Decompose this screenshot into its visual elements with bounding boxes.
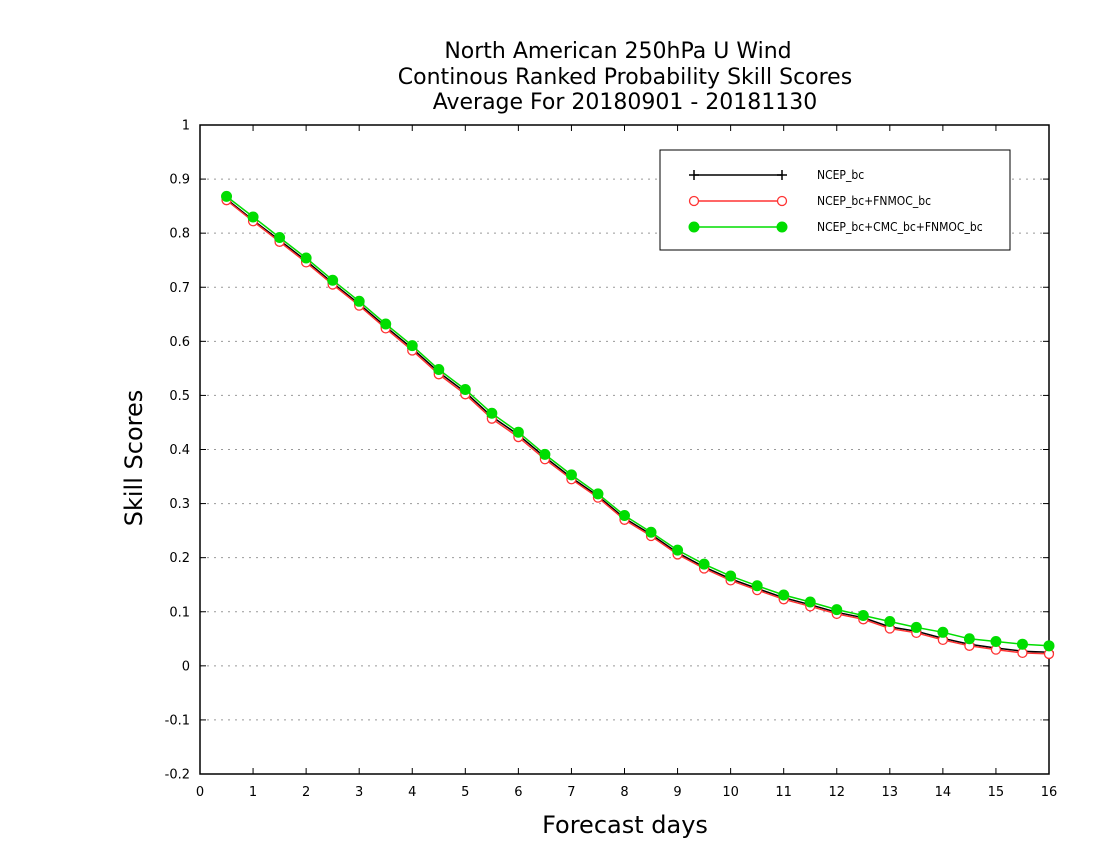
x-tick-label: 12 [828, 785, 845, 800]
x-tick-label: 5 [461, 785, 469, 800]
data-point [831, 604, 843, 616]
chart-title-line-2: Continous Ranked Probability Skill Score… [398, 65, 852, 90]
y-tick-label: -0.1 [165, 713, 190, 728]
y-tick-label: 0.6 [169, 335, 190, 350]
x-tick-label: 1 [249, 785, 257, 800]
legend-label: NCEP_bc [817, 168, 864, 182]
y-tick-label: 0.3 [169, 497, 190, 512]
data-point [1017, 647, 1028, 659]
data-point [778, 589, 790, 601]
data-point [221, 190, 233, 202]
legend-entry-3: NCEP_bc+CMC_bc+FNMOC_bc [688, 220, 983, 234]
data-point [910, 621, 922, 633]
x-tick-label: 15 [988, 785, 1005, 800]
data-point [857, 610, 869, 622]
series-2 [221, 195, 1055, 660]
data-point [698, 558, 710, 570]
x-tick-label: 0 [196, 785, 204, 800]
legend-label: NCEP_bc+FNMOC_bc [817, 194, 931, 208]
x-tick-label: 8 [620, 785, 628, 800]
data-point [274, 231, 286, 243]
data-point [300, 252, 312, 264]
data-point [1016, 638, 1028, 650]
data-point [512, 426, 524, 438]
x-axis-label: Forecast days [542, 811, 708, 839]
data-point [406, 340, 418, 352]
data-point [645, 526, 657, 538]
y-tick-label: -0.2 [165, 768, 190, 783]
y-tick-label: 0.2 [169, 551, 190, 566]
x-tick-label: 6 [514, 785, 522, 800]
y-tick-label: 0.7 [169, 281, 190, 296]
series-3 [221, 190, 1055, 652]
x-tick-label: 2 [302, 785, 310, 800]
data-point [592, 488, 604, 500]
series-line [226, 199, 1050, 655]
x-tick-label: 13 [882, 785, 899, 800]
legend-box [659, 149, 1011, 251]
series-line [226, 198, 1050, 654]
data-point [380, 318, 392, 330]
data-point [1043, 640, 1055, 652]
data-point [486, 407, 498, 419]
data-point [247, 211, 259, 223]
data-point [990, 635, 1002, 647]
data-point [937, 626, 949, 638]
y-tick-label: 1 [182, 119, 190, 134]
data-point [619, 509, 630, 521]
x-tick-label: 14 [935, 785, 952, 800]
data-point [459, 383, 471, 395]
legend-entry-2: NCEP_bc+FNMOC_bc [688, 194, 931, 208]
legend-marker-end [776, 195, 788, 207]
y-tick-label: 0 [182, 659, 190, 674]
legend-marker-end [776, 221, 788, 233]
data-point [884, 615, 896, 627]
data-point [327, 274, 339, 286]
legend-marker-start [688, 221, 700, 233]
chart-title: North American 250hPa U Wind Continous R… [398, 39, 852, 115]
legend-entry-1: NCEP_bc [689, 168, 864, 182]
axis-ticks: -0.2-0.100.10.20.30.40.50.60.70.80.910 1 2… [165, 119, 1058, 801]
series-layer [221, 190, 1055, 660]
legend-marker-start [688, 195, 700, 207]
grid [200, 178, 1049, 721]
data-point [539, 448, 551, 460]
data-point [565, 469, 577, 481]
data-point [804, 596, 816, 608]
y-tick-label: 0.8 [169, 227, 190, 242]
series-line [226, 195, 1050, 647]
data-point [353, 295, 365, 307]
y-tick-label: 0.4 [169, 443, 190, 458]
x-tick-label: 16 [1041, 785, 1058, 800]
x-tick-label: 4 [408, 785, 416, 800]
y-tick-label: 0.1 [169, 605, 190, 620]
data-point [751, 580, 763, 592]
y-axis-label: Skill Scores [120, 390, 148, 527]
data-point [725, 570, 737, 582]
y-tick-label: 0.5 [169, 389, 190, 404]
x-tick-label: 3 [355, 785, 363, 800]
chart-title-line-1: North American 250hPa U Wind [444, 39, 791, 64]
legend-label: NCEP_bc+CMC_bc+FNMOC_bc [817, 220, 983, 234]
x-tick-label: 9 [673, 785, 681, 800]
data-point [672, 544, 684, 556]
legend-marker-end [777, 170, 787, 180]
x-tick-label: 10 [722, 785, 739, 800]
data-point [433, 363, 445, 375]
x-tick-label: 7 [567, 785, 575, 800]
series-1 [221, 194, 1054, 658]
y-tick-label: 0.9 [169, 173, 190, 188]
data-point [963, 633, 975, 645]
legend: NCEP_bc NCEP_bc+FNMOC_bc NCEP_bc+CMC_bc+FN… [659, 149, 1011, 251]
chart-title-line-3: Average For 20180901 - 20181130 [433, 90, 818, 115]
legend-marker-start [689, 170, 699, 180]
x-tick-label: 11 [775, 785, 792, 800]
